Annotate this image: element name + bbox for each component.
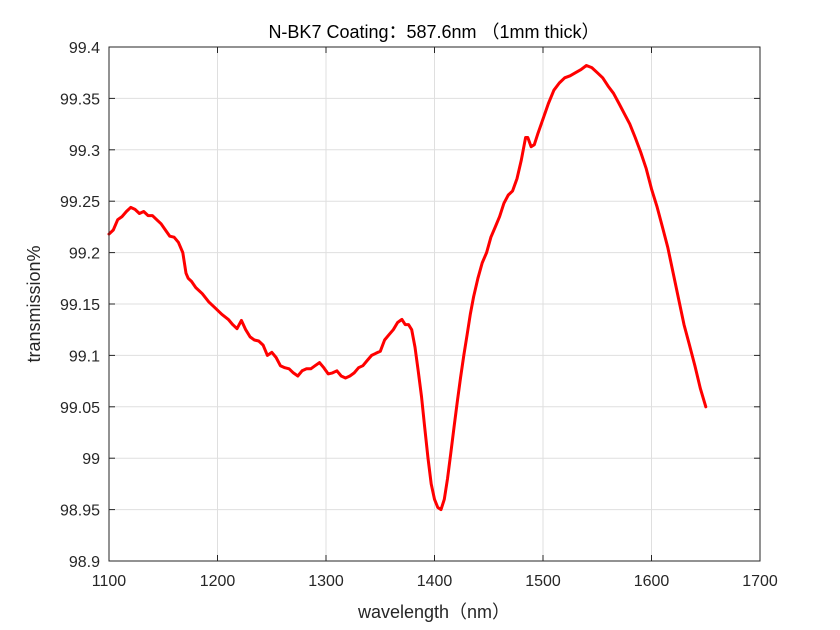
x-tick-label: 1600 (634, 573, 670, 590)
x-tick-label: 1200 (200, 573, 236, 590)
y-tick-label: 98.95 (60, 503, 100, 520)
y-tick-label: 99.2 (69, 246, 100, 263)
x-axis-label: wavelength（nm） (357, 602, 510, 622)
series-layer (107, 64, 708, 512)
y-tick-label: 99.4 (69, 40, 100, 57)
x-tick-label: 1100 (92, 573, 127, 590)
y-tick-label: 98.9 (69, 554, 100, 571)
x-tick-label: 1400 (417, 573, 453, 590)
y-tick-label: 99.25 (60, 194, 100, 211)
y-tick-label: 99 (82, 451, 100, 468)
x-tick-label: 1700 (742, 573, 778, 590)
y-tick-label: 99.35 (60, 91, 100, 108)
transmission-series-line (107, 64, 708, 512)
x-tick-labels: 1100 1200 1300 1400 1500 1600 1700 (92, 573, 778, 590)
y-tick-label: 99.1 (69, 348, 100, 365)
y-tick-label: 99.05 (60, 400, 100, 417)
y-tick-label: 99.15 (60, 297, 100, 314)
axis-ticks (108, 46, 761, 562)
x-tick-label: 1500 (525, 573, 561, 590)
y-tick-labels: 98.9 98.95 99 99.05 99.1 99.15 99.2 99.25 99.3 99… (60, 40, 100, 571)
y-tick-label: 99.3 (69, 143, 100, 160)
x-tick-label: 1300 (308, 573, 344, 590)
grid-lines (109, 47, 760, 561)
y-axis-label: transmission% (24, 245, 44, 362)
chart-title: N-BK7 Coating：587.6nm （1mm thick） (268, 22, 599, 42)
